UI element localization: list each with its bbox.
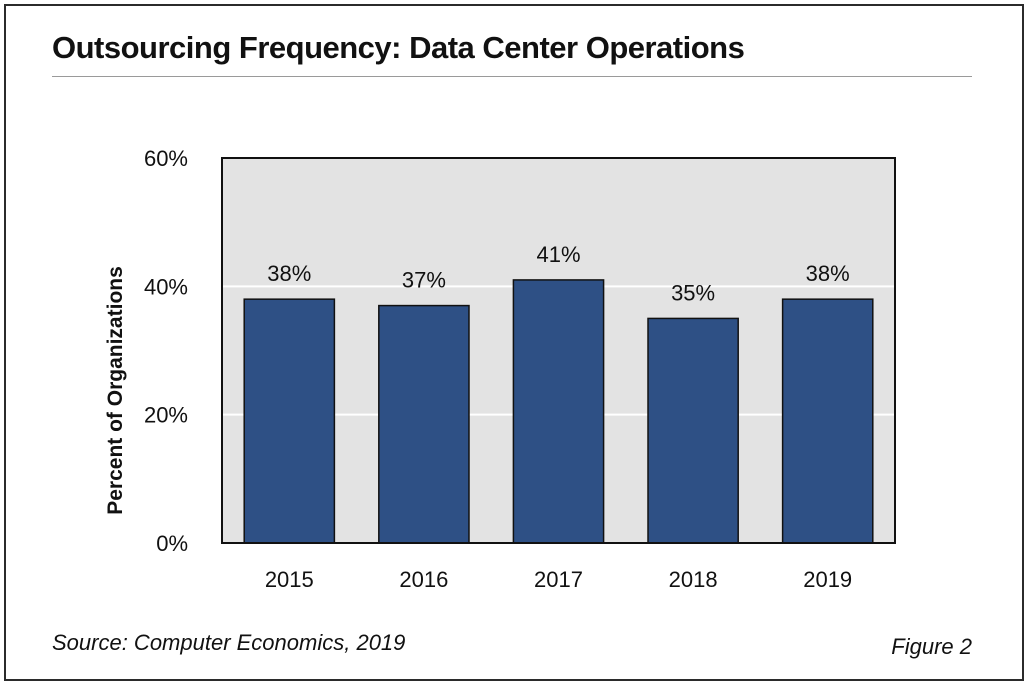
y-tick-label: 40%: [144, 274, 188, 299]
data-label-2016: 37%: [402, 268, 446, 293]
y-tick-label: 60%: [144, 146, 188, 171]
data-label-2017: 41%: [536, 242, 580, 267]
y-tick-label: 20%: [144, 403, 188, 428]
bar-2016: [378, 304, 470, 544]
x-tick-label: 2017: [534, 567, 583, 592]
y-axis-label: Percent of Organizations: [104, 266, 127, 515]
bar-2018: [647, 317, 739, 544]
data-label-2015: 38%: [267, 261, 311, 286]
chart-title: Outsourcing Frequency: Data Center Opera…: [52, 30, 745, 65]
x-tick-label: 2016: [399, 567, 448, 592]
data-label-2019: 38%: [806, 261, 850, 286]
bar-2019: [781, 298, 874, 544]
title-divider: [52, 76, 972, 77]
data-labels: 38% 37% 41% 35% 38%: [267, 242, 849, 306]
x-tick-label: 2015: [265, 567, 314, 592]
y-axis-tick-labels: 0% 20% 40% 60%: [144, 146, 188, 556]
plot-border: [221, 157, 896, 544]
data-label-2018: 35%: [671, 280, 715, 305]
bar-2017: [512, 279, 605, 544]
source-note: Source: Computer Economics, 2019: [52, 630, 406, 655]
figure-label: Figure 2: [891, 634, 972, 659]
x-axis-tick-labels: 2015 2016 2017 2018 2019: [265, 567, 852, 592]
x-tick-label: 2019: [803, 567, 852, 592]
y-tick-label: 0%: [156, 531, 188, 556]
x-tick-label: 2018: [669, 567, 718, 592]
bar-2015: [243, 298, 336, 544]
bars: [243, 279, 874, 544]
